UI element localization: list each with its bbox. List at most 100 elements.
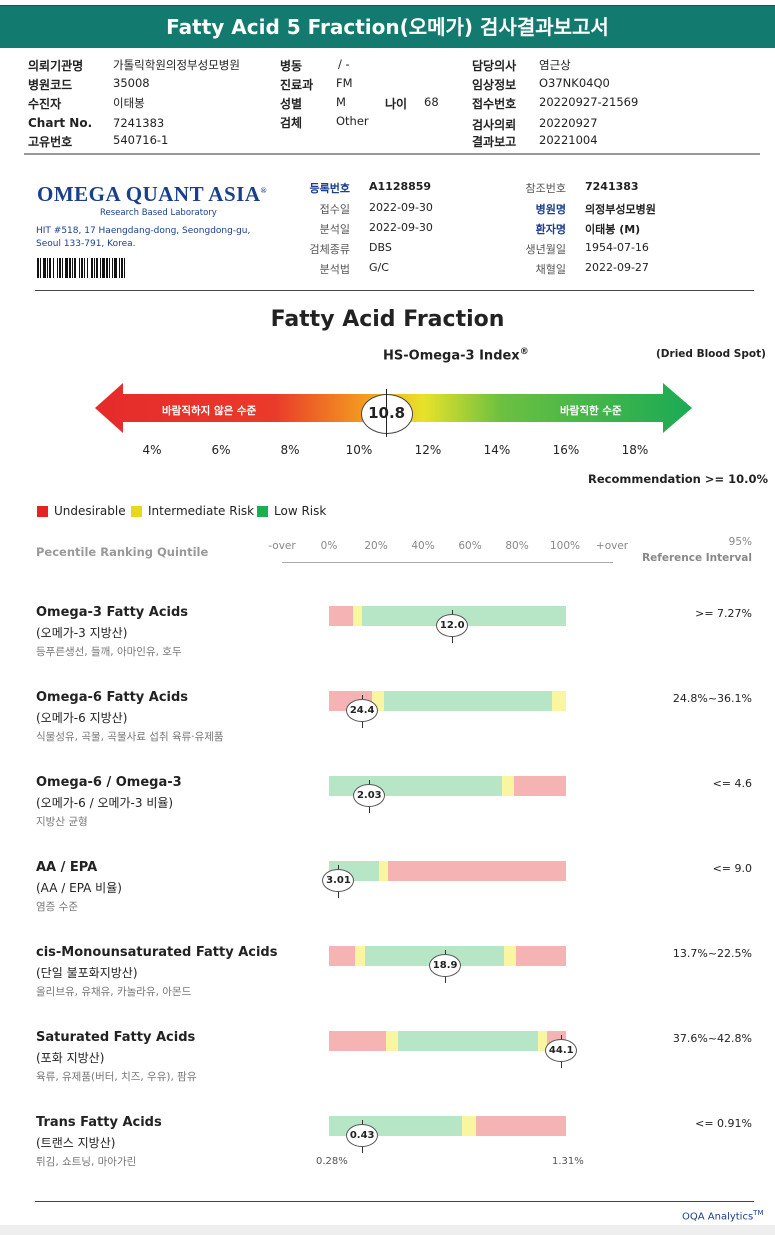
ward-label: 병동 (280, 59, 303, 73)
ref-95: 95% (728, 536, 752, 548)
chart-no-label: Chart No. (28, 116, 93, 130)
trans-max: 1.31% (552, 1156, 584, 1167)
row-value-marker: 2.03 (353, 784, 386, 807)
row-bar (329, 606, 566, 626)
index-value-marker: 10.8 (360, 389, 413, 437)
row-value-marker: 3.01 (322, 869, 355, 892)
lab-divider (35, 290, 754, 291)
collected-date: 2022-09-27 (585, 261, 649, 274)
hs-omega-title: HS-Omega-3 Index® (383, 347, 529, 363)
hs-omega-title-text: HS-Omega-3 Index (383, 348, 520, 364)
row-reference: <= 4.6 (712, 777, 752, 790)
row-description: 육류, 유제품(버터, 치즈, 우유), 팜유 (36, 1071, 197, 1083)
row-subtitle: (포화 지방산) (36, 1051, 105, 1065)
row-description: 염증 수준 (36, 901, 78, 913)
scale-tick: 60% (458, 540, 482, 552)
bar-segment-yellow (355, 946, 365, 966)
legend-undesirable: Undesirable (54, 504, 126, 518)
hospital: 의정부성모병원 (585, 203, 656, 216)
bar-segment-red (329, 946, 356, 966)
footer-brand: OQA AnalyticsTM (682, 1209, 764, 1222)
row-reference: <= 9.0 (712, 862, 752, 875)
info-divider (24, 153, 760, 155)
lab-logo-reg: ® (260, 186, 267, 195)
footer-tm: TM (753, 1209, 764, 1217)
row-value-marker: 44.1 (545, 1039, 578, 1062)
bar-segment-green (362, 606, 566, 626)
row-description: 튀김, 쇼트닝, 마아가린 (36, 1156, 137, 1168)
patient-name-sex: 이태봉 (M) (585, 223, 641, 236)
scale-tick: 40% (411, 540, 435, 552)
index-tick: 6% (211, 443, 231, 457)
row-reference: <= 0.91% (695, 1117, 752, 1130)
hospital-name-label: 의뢰기관명 (28, 59, 84, 73)
bar-segment-red (329, 606, 353, 626)
legend-swatch-intermediate (131, 506, 142, 517)
row-title: Trans Fatty Acids (36, 1115, 162, 1130)
reg-no: A1128859 (369, 180, 432, 193)
lab-logo-text: OMEGA QUANT ASIA (37, 182, 261, 206)
row-description: 등푸른생선, 들깨, 아마인유, 호두 (36, 646, 182, 658)
lab-address-1: HIT #518, 17 Haengdang-dong, Seongdong-g… (36, 226, 251, 236)
doctor: 염근상 (539, 58, 571, 72)
bar-segment-red (388, 861, 566, 881)
bar-segment-yellow (352, 606, 363, 626)
legend-low: Low Risk (274, 504, 327, 518)
hospital-code: 35008 (113, 76, 150, 90)
row-title: cis-Monounsaturated Fatty Acids (36, 945, 278, 960)
row-description: 지방산 균형 (36, 816, 88, 828)
analyzed-label: 분석일 (319, 223, 350, 236)
received-label: 접수일 (319, 203, 350, 216)
row-title: Omega-6 Fatty Acids (36, 690, 189, 705)
row-subtitle: (오메가-6 / 오메가-3 비율) (36, 796, 174, 810)
specimen-type-label: 검체종류 (309, 243, 350, 256)
patient-name: 이태봉 (113, 96, 145, 110)
bar-segment-yellow (504, 946, 517, 966)
method-label: 분석법 (319, 263, 350, 276)
bar-segment-red (329, 1031, 386, 1051)
row-reference: >= 7.27% (695, 607, 752, 620)
method: G/C (369, 261, 389, 274)
legend-swatch-low (257, 506, 268, 517)
index-tick: 12% (414, 443, 442, 457)
index-value: 10.8 (368, 404, 406, 422)
row-subtitle: (오메가-3 지방산) (36, 626, 128, 640)
hospital-label: 병원명 (535, 203, 566, 216)
scale-tick: 20% (364, 540, 388, 552)
analyzed-date: 2022-09-30 (369, 221, 433, 234)
clinical-label: 임상정보 (472, 78, 517, 92)
barcode-icon (37, 258, 125, 278)
row-bar (329, 861, 566, 881)
bar-segment-green (397, 1031, 538, 1051)
bar-segment-red (516, 946, 566, 966)
row-subtitle: (트랜스 지방산) (36, 1136, 116, 1150)
report-title: Fatty Acid 5 Fraction(오메가) 검사결과보고서 (0, 5, 775, 48)
index-tick: 16% (552, 443, 580, 457)
sex: M (336, 95, 346, 109)
dept: FM (336, 76, 353, 90)
row-reference: 37.6%~42.8% (672, 1032, 752, 1045)
receipt-no: 20220927-21569 (539, 95, 639, 109)
section-title: Fatty Acid Fraction (270, 307, 505, 332)
request-date: 20220927 (539, 116, 598, 130)
row-description: 식물성유, 곡물, 곡물사료 섭취 육류·유제품 (36, 731, 224, 743)
bar-segment-red (475, 1116, 566, 1136)
row-description: 올리브유, 유채유, 카놀라유, 아몬드 (36, 986, 192, 998)
specimen-label: 검체 (280, 116, 303, 130)
row-reference: 13.7%~22.5% (672, 947, 752, 960)
row-value-marker: 0.43 (346, 1124, 379, 1147)
hs-omega-reg: ® (519, 347, 529, 357)
scale-tick: 80% (505, 540, 529, 552)
scale-tick: -over (268, 540, 296, 552)
dob: 1954-07-16 (585, 241, 649, 254)
specimen: Other (336, 114, 369, 128)
report-date: 20221004 (539, 133, 598, 147)
scale-line (282, 562, 613, 563)
reg-no-label: 등록번호 (309, 182, 350, 195)
row-value-marker: 24.4 (346, 699, 379, 722)
specimen-type: DBS (369, 241, 392, 254)
hospital-name: 가톨릭학원의정부성모병원 (113, 58, 240, 72)
lab-logo: OMEGA QUANT ASIA® (37, 182, 267, 207)
bar-segment-yellow (371, 691, 384, 711)
undesirable-level-label: 바람직하지 않은 수준 (162, 405, 257, 417)
